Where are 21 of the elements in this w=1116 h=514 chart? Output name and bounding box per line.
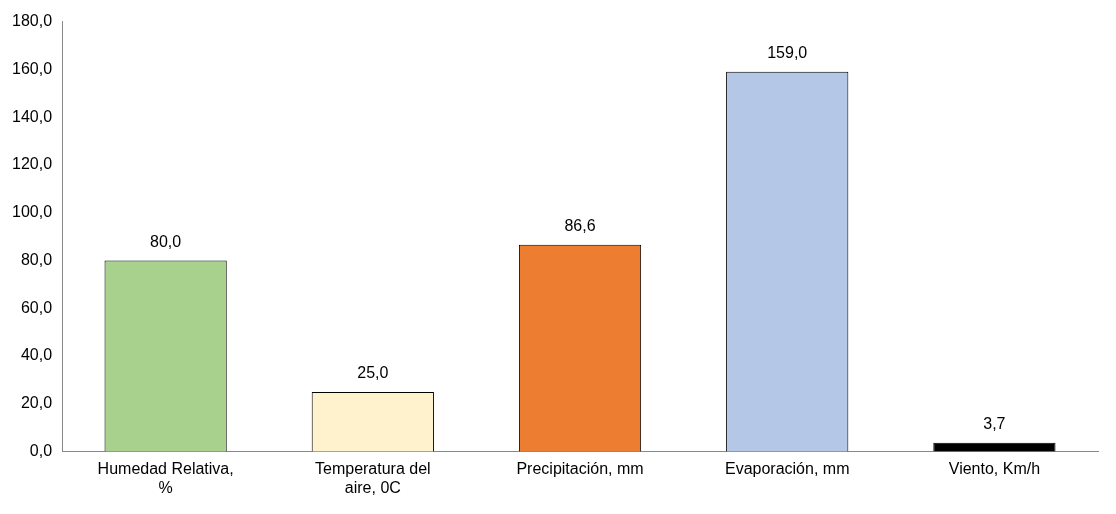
data-label: 25,0 <box>357 364 389 382</box>
bar <box>933 442 1056 452</box>
y-tick-label: 100,0 <box>11 203 53 221</box>
x-tick-label: Temperatura del aire, 0C <box>315 459 431 496</box>
data-label: 80,0 <box>150 232 182 250</box>
y-tick-label: 80,0 <box>20 250 53 268</box>
y-tick-label: 140,0 <box>11 107 53 125</box>
y-tick-label: 180,0 <box>11 12 53 30</box>
x-tick-label: Evaporación, mm <box>724 459 850 477</box>
y-tick-label: 20,0 <box>20 394 53 412</box>
y-tick-label: 120,0 <box>11 155 53 173</box>
x-tick-label: Humedad Relativa, % <box>97 459 234 496</box>
y-tick-label: 60,0 <box>20 298 53 316</box>
y-tick-label: 0,0 <box>29 442 53 460</box>
data-label: 3,7 <box>983 415 1006 433</box>
data-label: 86,6 <box>564 217 596 235</box>
y-tick-label: 160,0 <box>11 59 53 77</box>
x-tick-label: Precipitación, mm <box>516 459 644 477</box>
y-tick-label: 40,0 <box>20 346 53 364</box>
x-tick-label: Viento, Km/h <box>948 459 1041 477</box>
data-label: 159,0 <box>767 44 808 62</box>
